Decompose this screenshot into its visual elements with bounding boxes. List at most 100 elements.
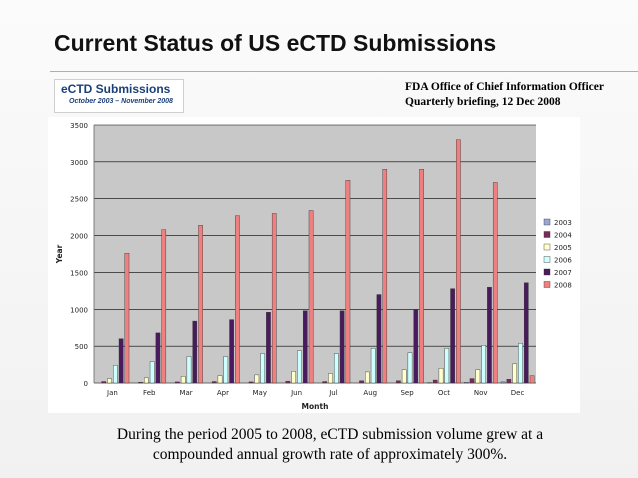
ectd-badge: eCTD Submissions October 2003 – November…	[54, 79, 184, 113]
bar-2004-nov	[469, 378, 475, 384]
bar-chart: 0 500 1000 1500 2000 2500 3000 3500 Jan Feb Mar Apr…	[55, 122, 572, 411]
bar-2008-jul	[345, 180, 351, 384]
bar-2004-sep	[396, 380, 401, 384]
legend-label-2007: 2007	[554, 269, 572, 277]
bar-2004-jun	[285, 380, 291, 384]
bar-2005-jun	[291, 371, 296, 384]
caption-line-2: compounded annual growth rate of approxi…	[152, 446, 508, 463]
bar-2004-oct	[432, 379, 438, 384]
bar-2006-apr	[223, 356, 229, 384]
plot-area	[94, 125, 536, 383]
bar-2008-nov	[492, 182, 498, 384]
bar-2006-jul	[334, 353, 339, 384]
bar-2008-aug	[382, 169, 388, 384]
bar-2003-nov	[463, 382, 469, 384]
bar-2007-nov	[487, 286, 492, 384]
bar-2004-jan	[101, 381, 107, 384]
bar-2005-sep	[401, 369, 407, 384]
bar-2007-aug	[376, 294, 382, 384]
slide-title: Current Status of US eCTD Submissions	[54, 30, 497, 56]
bar-2007-jan	[118, 338, 124, 384]
y-tick-label: 0	[84, 380, 88, 388]
legend-swatch-2005	[543, 243, 551, 251]
source-line-2: Quarterly briefing, 12 Dec 2008	[405, 96, 561, 108]
x-tick-label: Apr	[217, 389, 229, 397]
bar-2005-jul	[328, 373, 333, 384]
bar-2004-aug	[359, 380, 364, 384]
bar-2006-sep	[407, 352, 413, 384]
legend-label-2006: 2006	[554, 257, 572, 265]
source-line-1: FDA Office of Chief Information Officer	[405, 81, 604, 93]
bar-2006-feb	[149, 361, 155, 384]
x-tick-label: Oct	[438, 389, 450, 397]
bar-2004-may	[248, 381, 254, 384]
x-tick-label: Mar	[179, 389, 192, 397]
bar-2007-oct	[450, 288, 455, 384]
bar-2006-jan	[113, 365, 118, 384]
bar-2005-dec	[512, 363, 517, 384]
legend-swatch-2006	[543, 256, 551, 263]
bar-2005-mar	[180, 376, 186, 384]
legend-swatch-2004	[543, 231, 551, 238]
badge-subtitle: October 2003 – November 2008	[69, 98, 173, 105]
bar-2006-aug	[370, 348, 376, 384]
bar-2007-feb	[155, 332, 161, 384]
x-tick-label: Jan	[106, 389, 118, 397]
bar-2007-may	[266, 312, 271, 384]
bar-2005-apr	[217, 375, 223, 384]
bar-2005-nov	[475, 369, 481, 384]
bar-2008-dec	[529, 375, 535, 384]
y-tick-label: 500	[75, 343, 88, 351]
title-divider	[50, 71, 638, 72]
y-tick-label: 2000	[70, 233, 88, 241]
bar-2004-apr	[211, 381, 217, 384]
y-tick-label: 1000	[70, 306, 88, 314]
bar-2008-apr	[235, 215, 240, 384]
source-note: FDA Office of Chief Information Officer …	[405, 80, 604, 110]
y-tick-label: 3000	[70, 159, 88, 167]
x-tick-label: Sep	[400, 389, 414, 397]
legend-swatch-2008	[543, 281, 551, 288]
bar-2006-nov	[481, 345, 486, 384]
y-tick-label: 3500	[70, 122, 88, 130]
legend-label-2003: 2003	[554, 219, 572, 227]
x-tick-label: Dec	[511, 389, 525, 397]
x-tick-label: May	[253, 389, 267, 397]
x-tick-label: Nov	[474, 389, 488, 397]
x-tick-label: Aug	[363, 389, 377, 397]
bar-2004-dec	[506, 379, 512, 384]
badge-title: eCTD Submissions	[61, 82, 171, 96]
legend-swatch-2003	[543, 218, 551, 226]
bar-2003-dec	[500, 381, 506, 384]
x-tick-label: Feb	[143, 389, 156, 397]
legend-swatch-2007	[543, 268, 551, 276]
bar-2006-dec	[518, 342, 523, 384]
bar-2004-mar	[175, 381, 180, 384]
x-tick-label: Jul	[328, 389, 338, 397]
bar-2005-feb	[144, 377, 149, 384]
y-axis-title: Year	[55, 244, 64, 264]
bar-2006-may	[260, 353, 265, 384]
legend-label-2008: 2008	[554, 282, 572, 290]
bar-2008-oct	[456, 139, 461, 384]
bar-2004-jul	[322, 381, 328, 384]
bar-2007-jun	[302, 310, 308, 384]
x-tick-label: Jun	[290, 389, 302, 397]
bar-2005-aug	[365, 371, 370, 384]
bar-2006-oct	[444, 348, 450, 384]
caption-line-1: During the period 2005 to 2008, eCTD sub…	[116, 426, 544, 443]
bar-2005-jan	[107, 378, 112, 384]
bar-2008-mar	[198, 225, 203, 384]
bar-2007-jul	[339, 310, 345, 384]
legend-label-2005: 2005	[554, 244, 572, 252]
y-tick-label: 2500	[70, 196, 88, 204]
y-tick-label: 1500	[70, 269, 88, 277]
bar-2008-may	[271, 213, 277, 384]
bar-2007-mar	[192, 320, 198, 384]
bar-2008-feb	[161, 229, 167, 384]
bar-2008-sep	[419, 169, 424, 384]
bar-2007-dec	[523, 282, 529, 384]
legend-label-2004: 2004	[554, 232, 572, 240]
bar-2005-oct	[438, 368, 444, 384]
bar-2004-feb	[138, 382, 143, 384]
